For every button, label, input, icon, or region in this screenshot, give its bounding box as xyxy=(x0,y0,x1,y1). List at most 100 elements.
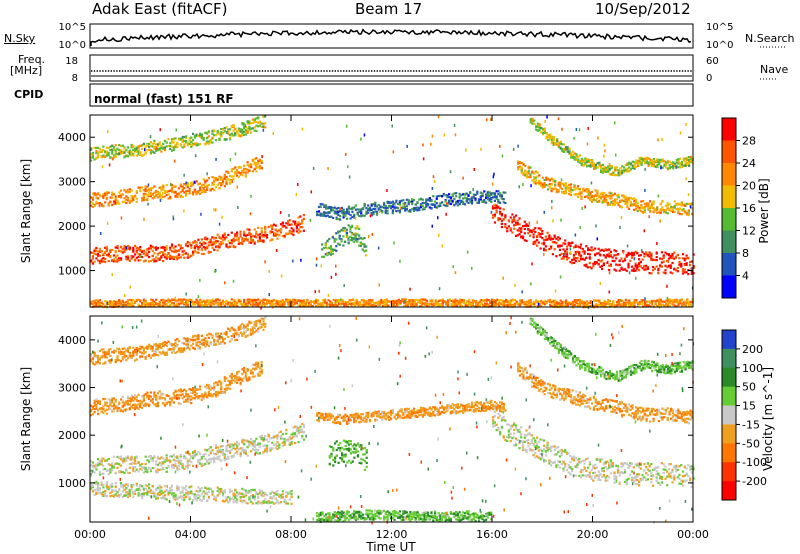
data-cell xyxy=(211,176,214,179)
data-cell xyxy=(583,250,586,253)
data-cell xyxy=(550,135,553,138)
data-cell xyxy=(466,304,469,307)
data-cell xyxy=(570,152,573,155)
data-cell xyxy=(542,131,545,134)
data-cell xyxy=(524,164,527,168)
data-cell xyxy=(620,267,623,270)
data-cell xyxy=(588,248,591,252)
data-cell xyxy=(648,252,651,255)
data-cell xyxy=(469,201,472,204)
data-cell xyxy=(204,299,207,303)
data-cell xyxy=(428,197,431,200)
data-cell xyxy=(377,207,380,210)
data-cell xyxy=(174,137,177,140)
data-cell xyxy=(149,151,152,154)
data-cell xyxy=(204,143,207,146)
data-cell xyxy=(333,240,336,243)
data-cell xyxy=(656,158,659,161)
data-cell xyxy=(107,151,110,154)
data-cell xyxy=(174,249,177,252)
data-cell xyxy=(343,302,346,305)
data-cell xyxy=(358,208,361,211)
data-cell xyxy=(239,299,242,302)
data-cell xyxy=(374,301,378,304)
data-cell xyxy=(689,264,692,267)
data-cell xyxy=(135,197,138,200)
data-cell xyxy=(186,241,189,244)
data-cell xyxy=(322,255,326,258)
data-cell xyxy=(383,201,386,205)
data-cell xyxy=(255,165,258,168)
noise-cell xyxy=(232,279,235,283)
data-cell xyxy=(283,300,286,303)
data-cell xyxy=(315,298,318,301)
data-cell xyxy=(531,120,534,123)
data-cell xyxy=(493,213,496,216)
data-cell xyxy=(469,191,472,194)
data-cell xyxy=(448,202,451,205)
data-cell xyxy=(192,132,195,135)
data-cell xyxy=(419,197,423,200)
beam-label: Beam 17 xyxy=(355,0,423,18)
data-cell xyxy=(112,148,116,151)
data-cell xyxy=(202,187,205,190)
data-cell xyxy=(370,203,373,206)
data-cell xyxy=(585,265,588,268)
data-cell xyxy=(568,187,571,190)
data-cell xyxy=(271,238,274,241)
data-cell xyxy=(244,130,247,133)
data-cell xyxy=(553,236,556,239)
data-cell xyxy=(169,304,172,307)
data-cell xyxy=(132,298,135,302)
data-cell xyxy=(156,253,159,256)
data-cell xyxy=(536,125,539,128)
data-cell xyxy=(325,302,328,305)
data-cell xyxy=(465,197,468,200)
data-cell xyxy=(404,205,407,209)
data-cell xyxy=(632,254,635,257)
data-cell xyxy=(343,304,346,307)
data-band xyxy=(90,157,263,208)
data-cell xyxy=(248,241,251,244)
data-cell xyxy=(271,303,274,306)
data-cell xyxy=(465,200,468,203)
data-cell xyxy=(486,195,489,198)
data-cell xyxy=(670,209,673,212)
data-cell xyxy=(109,196,112,199)
data-cell xyxy=(281,225,284,228)
data-cell xyxy=(642,159,645,162)
data-cell xyxy=(213,248,216,251)
data-cell xyxy=(141,302,144,305)
data-cell xyxy=(90,300,93,303)
data-cell xyxy=(246,301,249,305)
data-cell xyxy=(342,208,345,211)
data-cell xyxy=(645,253,648,256)
data-cell xyxy=(473,299,476,302)
data-cell xyxy=(521,235,525,238)
data-cell xyxy=(260,161,263,164)
data-cell xyxy=(176,258,179,261)
data-cell xyxy=(434,302,437,305)
data-cell xyxy=(590,267,593,270)
data-cell xyxy=(649,200,652,203)
data-cell xyxy=(135,150,138,153)
data-cell xyxy=(485,303,488,306)
data-cell xyxy=(299,304,302,308)
data-cell xyxy=(119,151,123,154)
data-cell xyxy=(227,171,230,174)
data-cell xyxy=(202,183,205,186)
data-cell xyxy=(557,181,560,184)
data-cell xyxy=(114,197,117,200)
data-cell xyxy=(480,302,483,305)
data-cell xyxy=(230,134,233,137)
data-cell xyxy=(207,183,210,187)
data-cell xyxy=(495,211,498,214)
data-cell xyxy=(467,198,470,201)
data-cell xyxy=(553,241,556,244)
data-cell xyxy=(158,300,161,303)
data-cell xyxy=(153,185,156,188)
data-cell xyxy=(675,203,678,206)
data-cell xyxy=(596,162,599,165)
data-cell xyxy=(123,250,126,253)
data-cell xyxy=(218,187,221,190)
